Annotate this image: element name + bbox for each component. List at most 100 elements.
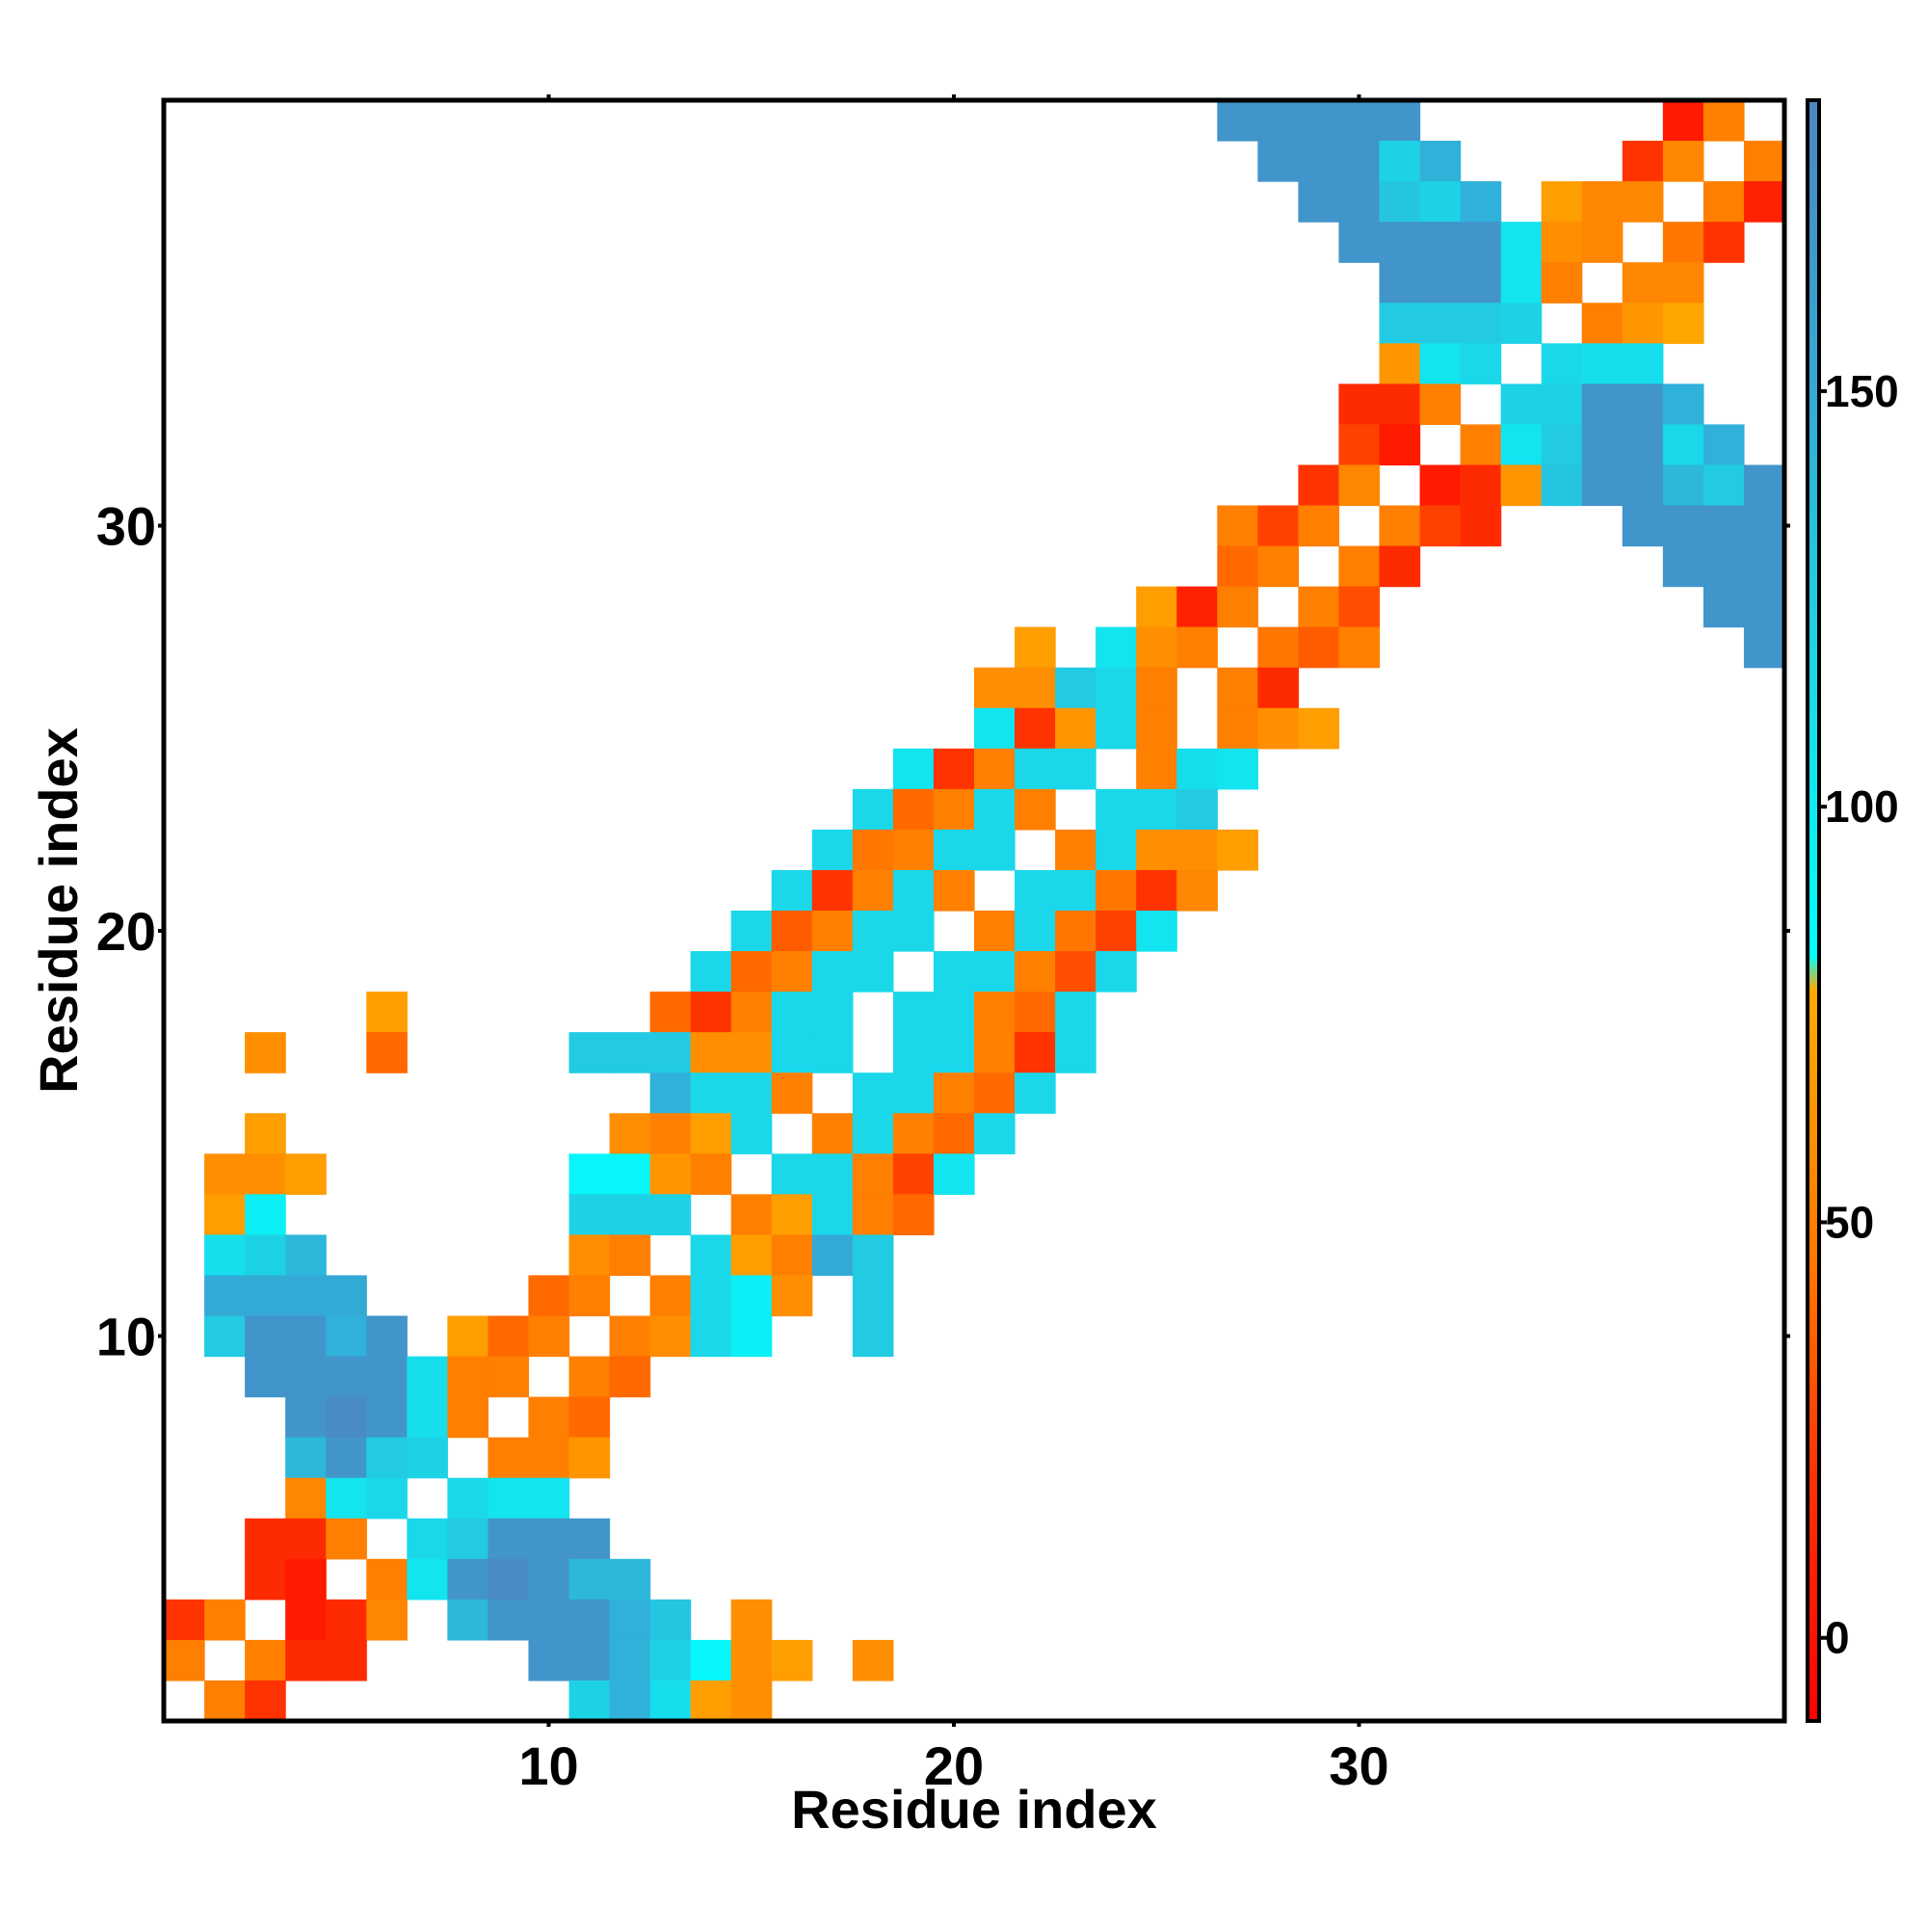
heatmap-cell [852,1275,894,1317]
heatmap-cell [1298,181,1340,223]
x-tick-label: 30 [1329,1735,1388,1796]
heatmap-cell [649,1113,692,1154]
heatmap-cell [1379,424,1421,466]
heatmap-cell [1662,262,1704,304]
x-axis-label: Residue index [791,1779,1157,1839]
heatmap-cell [326,1437,367,1479]
heatmap-cell [285,1234,327,1277]
heatmap-cell [1379,141,1421,182]
heatmap-cell [366,1032,408,1073]
heatmap-cell [1500,424,1543,466]
heatmap-cell [285,1437,327,1479]
heatmap-cell [1176,829,1218,871]
heatmap-cell [1015,707,1056,750]
y-tick-label: 10 [96,1307,156,1367]
heatmap-cell [1338,626,1381,669]
heatmap-cell [285,1356,327,1398]
heatmap-cell [730,1315,773,1358]
heatmap-cell [609,1153,651,1195]
heatmap-cell [1217,748,1258,790]
heatmap-cell [285,1153,327,1195]
heatmap-cell [933,829,975,871]
heatmap-cell [568,1234,611,1277]
heatmap-cell [568,1194,611,1235]
heatmap-cell [852,951,894,992]
heatmap-cell [1176,626,1218,669]
heatmap-cell [1257,626,1299,669]
heatmap-cell [528,1639,570,1681]
heatmap-cell [771,1072,813,1114]
heatmap-cell [568,1032,611,1073]
heatmap-cell [528,1275,570,1317]
heatmap-cell [1379,100,1421,142]
heatmap-cell [326,1639,367,1681]
heatmap-cell [892,1153,935,1195]
heatmap-cell [852,869,894,912]
heatmap-cell [892,992,935,1033]
heatmap-cell [1015,1072,1056,1114]
heatmap-cell [528,1437,570,1479]
heatmap-cell [1338,464,1381,507]
heatmap-cell [568,1518,611,1560]
heatmap-cell [326,1477,367,1520]
heatmap-cell [245,1113,286,1154]
heatmap-cell [1055,1032,1096,1073]
heatmap-cell [1622,424,1664,466]
heatmap-cell [609,1599,651,1641]
heatmap-cell [285,1315,327,1358]
heatmap-cell [528,1558,570,1601]
heatmap-cell [852,829,894,871]
heatmap-cell [1622,384,1664,425]
heatmap-cell [933,992,975,1033]
heatmap-cell [933,869,975,912]
heatmap-cell [1136,707,1177,750]
heatmap-cell [407,1356,448,1398]
heatmap-cell [245,1558,286,1601]
heatmap-cell [1055,667,1096,709]
heatmap-cell [852,1639,894,1681]
heatmap-cell [366,1356,408,1398]
heatmap-cell [1055,829,1096,871]
heatmap-cell [1136,626,1177,669]
heatmap-cell [974,1072,1016,1114]
heatmap-cell [1419,141,1462,182]
axes: 10 20 30 10 20 30 [96,94,1790,1796]
heatmap-cell [649,1072,692,1114]
heatmap-cell [1622,464,1664,507]
x-tick-label: 10 [518,1735,578,1796]
heatmap-cell [1460,303,1502,344]
heatmap-cell [1015,1032,1056,1073]
heatmap-cell [933,1113,975,1154]
heatmap-cell [245,1234,286,1277]
heatmap-cell [1136,788,1177,831]
heatmap-cell [1257,545,1299,588]
heatmap-cell [1703,100,1745,142]
heatmap-cell [1055,748,1096,790]
heatmap-cell [649,1153,692,1195]
heatmap-cell [1743,545,1785,588]
heatmap-cell [892,1194,935,1235]
colorbar-frame [1806,98,1821,1723]
heatmap-cell [245,1639,286,1681]
heatmap-cell [690,1639,732,1681]
heatmap-cell [1015,992,1056,1033]
heatmap-cell [164,1599,205,1641]
heatmap-cell [528,1518,570,1560]
heatmap-cell [1703,586,1745,628]
heatmap-cell [568,1396,611,1439]
heatmap-cell [892,1113,935,1154]
heatmap-cell [447,1315,488,1358]
heatmap-cell [1015,869,1056,912]
heatmap-cell [1703,181,1745,223]
heatmap-cell [1136,667,1177,709]
heatmap-cell [1338,384,1381,425]
heatmap-cell [1217,829,1258,871]
heatmap-cell [690,1113,732,1154]
heatmap-cell [771,1032,813,1073]
heatmap-cell [1217,100,1258,142]
heatmap-cell [1095,626,1137,669]
heatmap-cell [974,829,1016,871]
heatmap-cell [730,1194,773,1235]
heatmap-cell [1460,505,1502,547]
